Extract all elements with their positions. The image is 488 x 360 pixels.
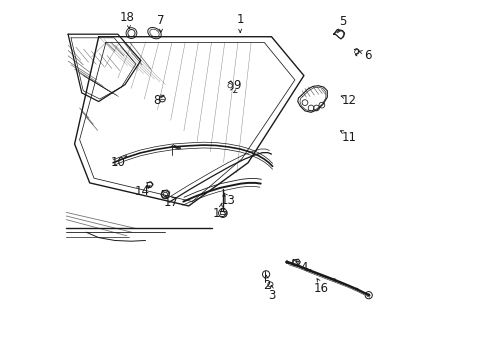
Circle shape (332, 279, 335, 282)
Text: 10: 10 (110, 156, 125, 169)
Text: 12: 12 (342, 94, 356, 107)
Text: 16: 16 (313, 282, 328, 295)
Text: 4: 4 (300, 261, 307, 274)
Text: 15: 15 (212, 207, 227, 220)
Text: 1: 1 (236, 13, 244, 26)
Text: 13: 13 (221, 194, 235, 207)
Text: 9: 9 (232, 79, 240, 92)
Circle shape (366, 294, 369, 297)
Text: 7: 7 (157, 14, 164, 27)
Text: 8: 8 (153, 94, 160, 107)
Text: 11: 11 (341, 131, 356, 144)
Text: 6: 6 (363, 49, 370, 62)
Text: 17: 17 (163, 196, 178, 209)
Text: 3: 3 (268, 289, 275, 302)
Text: 2: 2 (263, 279, 270, 292)
Circle shape (285, 261, 288, 264)
Circle shape (308, 269, 311, 272)
Text: 18: 18 (120, 11, 135, 24)
Text: 14: 14 (134, 185, 149, 198)
Text: 5: 5 (338, 15, 346, 28)
Circle shape (355, 288, 358, 291)
